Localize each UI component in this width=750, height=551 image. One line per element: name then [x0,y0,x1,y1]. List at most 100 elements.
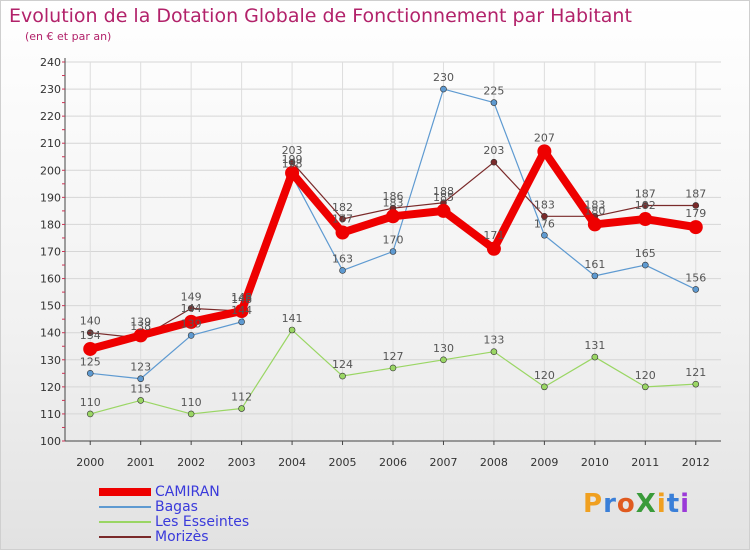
y-tick-label: 180 [40,218,61,231]
data-label-bagas: 170 [383,234,404,247]
x-tick-label: 2002 [177,456,205,469]
point-camiran [184,314,199,329]
logo-letter: X [635,489,657,519]
point-morizes [339,215,346,223]
point-bagas [692,286,700,293]
point-camiran [486,241,501,256]
data-label-camiran: 183 [383,196,404,209]
data-label-morizes: 203 [483,144,504,157]
data-label-camiran: 144 [181,302,202,315]
data-label-bagas: 198 [282,158,303,171]
point-morizes [541,213,548,220]
data-label-camiran: 148 [231,291,252,304]
point-les-esseintes [490,348,498,355]
y-tick-label: 150 [40,300,61,313]
point-les-esseintes [238,405,245,412]
x-tick-label: 2012 [682,456,710,469]
point-camiran [638,212,653,227]
y-tick-label: 210 [40,137,61,150]
point-bagas [86,370,94,377]
point-morizes [642,202,649,209]
data-label-bagas: 156 [685,271,706,284]
data-label-les-esseintes: 120 [534,369,555,382]
x-tick-label: 2008 [480,456,508,469]
x-tick-label: 2010 [581,456,609,469]
data-label-morizes: 148 [231,293,252,306]
x-tick-label: 2009 [530,456,558,469]
point-camiran [83,341,98,356]
legend-label: Morizès [155,529,209,545]
point-camiran [537,144,552,159]
y-tick-label: 170 [40,246,61,259]
data-label-les-esseintes: 127 [383,350,404,363]
point-morizes [86,329,94,337]
chart-subtitle: (en € et par an) [25,30,112,43]
legend-label: Bagas [155,499,198,515]
proxiti-logo: ProXiti [583,489,690,519]
x-tick-label: 2006 [379,456,407,469]
point-les-esseintes [288,326,296,334]
x-tick-label: 2000 [76,456,104,469]
point-bagas [187,332,195,339]
data-label-bagas: 123 [130,361,151,374]
x-tick-label: 2007 [429,456,457,469]
legend-swatch [99,488,151,496]
point-camiran [587,217,602,232]
data-label-morizes: 140 [80,315,101,328]
point-camiran [234,304,249,319]
data-label-morizes: 188 [433,185,454,198]
y-tick-label: 140 [40,327,61,340]
y-tick-label: 230 [40,83,61,96]
y-tick-label: 130 [40,354,61,367]
data-label-les-esseintes: 130 [433,342,454,355]
legend-swatch [99,521,151,523]
point-bagas [642,261,649,269]
data-label-morizes: 182 [332,201,353,214]
data-label-bagas: 161 [584,258,605,271]
data-label-les-esseintes: 115 [130,382,151,395]
data-label-les-esseintes: 112 [231,391,252,404]
data-label-morizes: 203 [282,144,303,157]
point-camiran [436,203,451,218]
y-tick-label: 200 [40,164,61,177]
point-bagas [137,375,144,383]
x-tick-label: 2011 [631,456,659,469]
data-label-camiran: 207 [534,131,555,144]
legend-swatch [99,506,151,508]
data-label-morizes: 187 [635,187,656,200]
point-morizes [187,305,195,312]
point-camiran [335,225,350,240]
data-label-morizes: 186 [383,190,404,203]
point-les-esseintes [86,410,94,418]
data-label-les-esseintes: 133 [483,334,504,347]
logo-letter: t [666,489,681,519]
y-tick-label: 190 [40,191,61,204]
data-label-les-esseintes: 110 [181,396,202,409]
y-tick-label: 160 [40,273,61,286]
point-bagas [490,99,498,106]
data-label-les-esseintes: 110 [80,396,101,409]
point-les-esseintes [137,397,144,404]
point-les-esseintes [541,383,548,391]
point-les-esseintes [591,353,599,361]
logo-letter: P [583,489,604,519]
data-label-les-esseintes: 121 [685,366,706,379]
point-les-esseintes [389,364,397,372]
point-camiran [133,328,148,343]
y-tick-label: 220 [40,110,61,123]
data-label-morizes: 187 [685,187,706,200]
legend-label: Les Esseintes [155,514,250,530]
chart-title: Evolution de la Dotation Globale de Fonc… [9,5,632,27]
point-bagas [238,318,245,326]
point-camiran [285,165,300,180]
point-morizes [288,158,296,166]
data-label-les-esseintes: 124 [332,358,353,371]
legend-swatch [99,536,151,538]
data-label-camiran: 171 [483,229,504,242]
x-tick-label: 2005 [329,456,357,469]
data-label-bagas: 230 [433,71,454,84]
point-morizes [692,202,700,209]
data-label-les-esseintes: 120 [635,369,656,382]
point-bagas [591,272,599,280]
